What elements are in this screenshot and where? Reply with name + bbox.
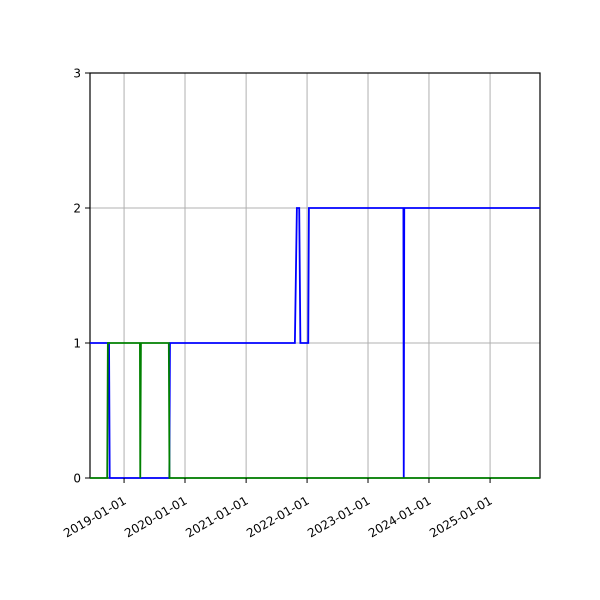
y-tick-label: 3 bbox=[73, 67, 81, 81]
series-green-line bbox=[90, 342, 540, 479]
y-tick-label: 1 bbox=[73, 337, 81, 351]
y-tick-label: 2 bbox=[73, 202, 81, 216]
series-group bbox=[90, 207, 540, 479]
y-tick-label: 0 bbox=[73, 472, 81, 486]
series-blue-line bbox=[90, 207, 540, 479]
tick-marks-group bbox=[85, 72, 491, 483]
